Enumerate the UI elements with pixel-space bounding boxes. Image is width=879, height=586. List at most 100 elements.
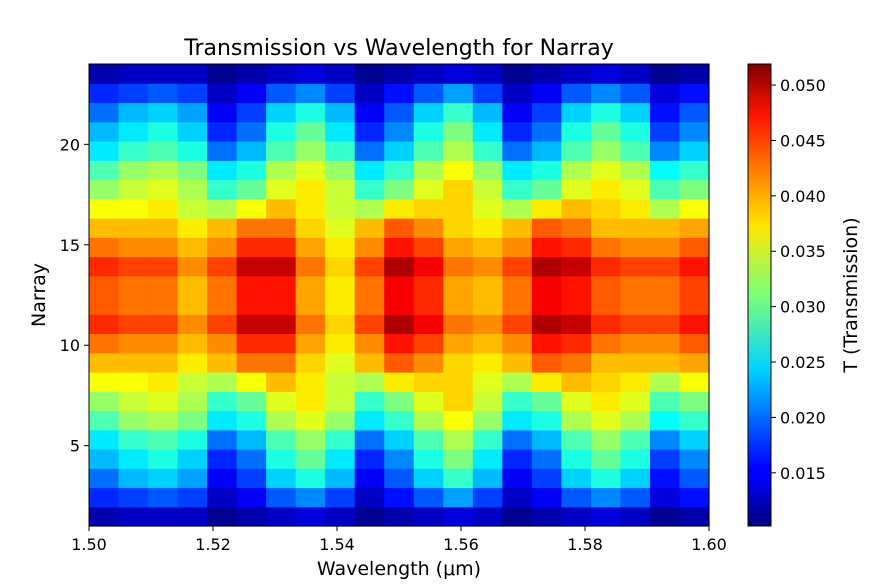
heatmap-cell: [649, 352, 681, 373]
heatmap-cell: [413, 314, 444, 335]
heatmap-cell: [443, 160, 474, 181]
heatmap-cell: [649, 449, 681, 469]
heatmap-cell: [384, 333, 415, 354]
heatmap-cell: [531, 468, 562, 489]
heatmap-cell: [384, 179, 415, 200]
heatmap-cell: [207, 141, 238, 161]
heatmap-cell: [561, 198, 592, 219]
heatmap-cell: [177, 102, 208, 123]
heatmap-cell: [148, 314, 179, 335]
heatmap-cell: [561, 295, 592, 315]
heatmap-cell: [207, 275, 238, 296]
heatmap-cell: [354, 468, 385, 489]
heatmap-cell: [649, 64, 681, 84]
heatmap-cell: [266, 314, 297, 335]
heatmap-cell: [531, 275, 562, 296]
heatmap-cell: [177, 121, 208, 142]
heatmap-cell: [649, 83, 681, 104]
heatmap-cell: [236, 218, 267, 238]
heatmap-cell: [443, 179, 474, 200]
heatmap-cell: [207, 333, 238, 354]
heatmap-cell: [354, 429, 385, 450]
heatmap-cell: [620, 121, 651, 142]
heatmap-cell: [177, 449, 208, 469]
heatmap-cell: [266, 160, 297, 181]
x-tick-label: 1.52: [195, 535, 231, 554]
heatmap-cell: [148, 83, 179, 104]
y-tick-label: 20: [60, 135, 80, 154]
heatmap-cell: [266, 372, 297, 392]
heatmap-cell: [413, 179, 444, 200]
heatmap-cell: [295, 487, 326, 508]
heatmap-cell: [502, 487, 533, 508]
heatmap-cell: [384, 391, 415, 412]
heatmap-cell: [266, 295, 297, 315]
heatmap-cell: [207, 410, 238, 431]
heatmap-cell: [531, 141, 562, 161]
heatmap-cell: [679, 275, 710, 296]
heatmap-cell: [266, 121, 297, 142]
heatmap-cell: [561, 429, 592, 450]
heatmap-cell: [236, 121, 267, 142]
heatmap-cell: [590, 198, 622, 219]
heatmap-cell: [649, 468, 681, 489]
heatmap-cell: [679, 160, 710, 181]
heatmap-cell: [325, 237, 356, 258]
heatmap-cell: [679, 121, 710, 142]
heatmap-cell: [649, 141, 681, 161]
heatmap-cell: [266, 352, 297, 373]
heatmap-cell: [118, 218, 149, 238]
heatmap-cell: [443, 314, 474, 335]
heatmap-cell: [384, 102, 415, 123]
heatmap-cell: [531, 64, 562, 84]
heatmap-cell: [561, 121, 592, 142]
heatmap-cell: [413, 391, 444, 412]
heatmap-cell: [325, 275, 356, 296]
heatmap-cell: [118, 352, 149, 373]
heatmap-cell: [649, 391, 681, 412]
heatmap-cell: [266, 256, 297, 277]
heatmap-cell: [649, 372, 681, 392]
heatmap-cell: [413, 121, 444, 142]
heatmap-cell: [354, 295, 385, 315]
heatmap-cell: [148, 333, 179, 354]
heatmap-cell: [325, 256, 356, 277]
heatmap-cell: [89, 198, 120, 219]
heatmap-cell: [236, 275, 267, 296]
heatmap-cell: [354, 410, 385, 431]
heatmap-cell: [561, 372, 592, 392]
heatmap-cell: [443, 372, 474, 392]
heatmap-cell: [472, 429, 503, 450]
heatmap-cell: [236, 64, 267, 84]
heatmap-cell: [236, 256, 267, 277]
heatmap-cell: [148, 256, 179, 277]
heatmap-cell: [118, 179, 149, 200]
heatmap-cell: [620, 102, 651, 123]
colorbar-tick-label: 0.040: [780, 187, 826, 206]
heatmap-cell: [620, 218, 651, 238]
heatmap-cell: [590, 141, 622, 161]
x-tick-label: 1.56: [443, 535, 479, 554]
heatmap-cell: [266, 333, 297, 354]
heatmap-cell: [354, 83, 385, 104]
heatmap-cell: [649, 410, 681, 431]
heatmap-cell: [649, 160, 681, 181]
heatmap-cell: [207, 102, 238, 123]
heatmap-cell: [679, 487, 710, 508]
heatmap-cell: [443, 468, 474, 489]
heatmap-cell: [266, 83, 297, 104]
heatmap-cell: [89, 256, 120, 277]
heatmap-cell: [620, 391, 651, 412]
heatmap-cell: [89, 372, 120, 392]
heatmap-cell: [207, 64, 238, 84]
heatmap-cell: [118, 295, 149, 315]
heatmap-cell: [325, 218, 356, 238]
heatmap-cell: [531, 198, 562, 219]
heatmap-cell: [118, 275, 149, 296]
heatmap-cell: [384, 256, 415, 277]
heatmap-cell: [295, 218, 326, 238]
heatmap-cell: [384, 141, 415, 161]
heatmap-cell: [89, 141, 120, 161]
heatmap-cell: [295, 410, 326, 431]
